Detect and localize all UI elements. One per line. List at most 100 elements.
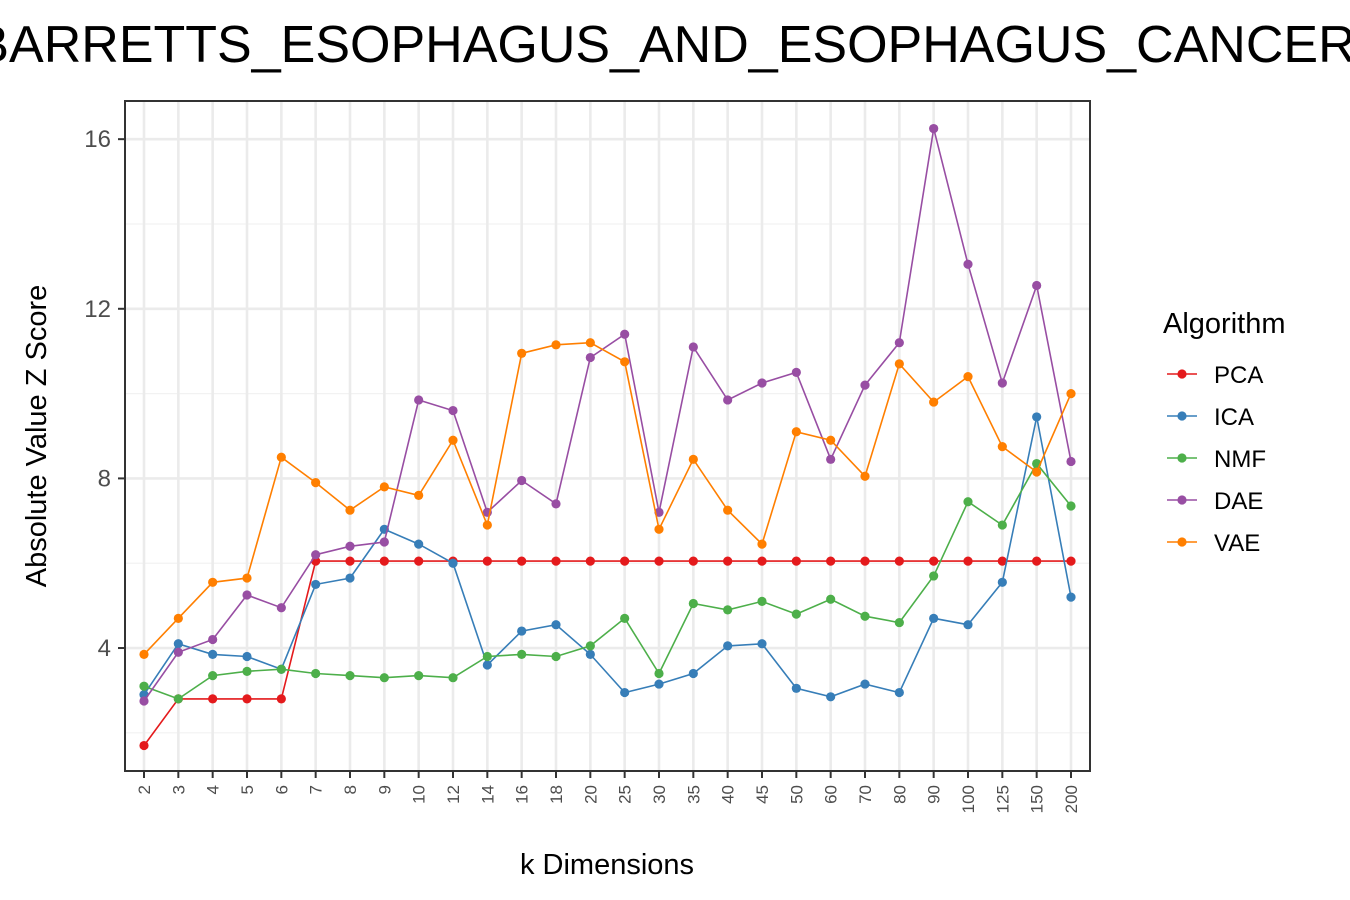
data-point-vae — [379, 482, 389, 492]
legend-label-dae: DAE — [1214, 488, 1263, 515]
series-line-dae — [143, 128, 1072, 702]
x-tick-label: 50 — [787, 785, 806, 804]
legend-key-point-dae — [1177, 495, 1187, 505]
data-point-pca — [826, 556, 836, 566]
data-point-pca — [242, 694, 252, 704]
data-point-dae — [963, 259, 973, 269]
data-point-vae — [654, 524, 664, 534]
data-point-dae — [311, 550, 321, 560]
data-point-nmf — [242, 666, 252, 676]
data-point-vae — [551, 340, 561, 350]
x-tick-label: 80 — [890, 785, 909, 804]
data-point-vae — [791, 427, 801, 437]
data-point-nmf — [276, 664, 286, 674]
x-tick-label: 100 — [959, 785, 978, 813]
data-point-ica — [1032, 412, 1042, 422]
data-point-vae — [894, 359, 904, 369]
data-point-vae — [448, 435, 458, 445]
x-tick-label: 45 — [753, 785, 772, 804]
data-point-dae — [379, 537, 389, 547]
data-point-dae — [276, 603, 286, 613]
data-point-vae — [414, 490, 424, 500]
x-tick-label: 2 — [135, 785, 154, 794]
data-point-vae — [517, 348, 527, 358]
legend: Algorithm PCA ICA NMF DAE VAE — [1163, 308, 1286, 557]
data-point-vae — [757, 539, 767, 549]
data-point-ica — [688, 668, 698, 679]
y-tick-label: 12 — [84, 296, 111, 323]
y-axis-title: Absolute Value Z Score — [21, 285, 53, 588]
data-point-ica — [311, 579, 321, 590]
data-point-nmf — [826, 594, 836, 604]
legend-key-point-ica — [1177, 411, 1187, 421]
data-point-nmf — [208, 670, 218, 681]
data-point-nmf — [311, 668, 321, 679]
data-point-pca — [963, 556, 973, 566]
data-point-ica — [654, 679, 664, 689]
x-tick-label: 20 — [581, 785, 600, 804]
data-point-pca — [1032, 556, 1042, 566]
data-point-nmf — [173, 694, 183, 704]
data-point-dae — [929, 123, 939, 134]
data-point-vae — [276, 452, 286, 462]
data-point-vae — [1032, 467, 1042, 477]
data-point-nmf — [551, 651, 561, 662]
data-point-dae — [517, 475, 527, 486]
data-point-ica — [551, 620, 561, 630]
data-point-nmf — [723, 605, 733, 615]
data-point-nmf — [1066, 501, 1076, 511]
x-tick-label: 60 — [822, 785, 841, 804]
legend-key-point-nmf — [1177, 453, 1187, 463]
data-point-pca — [208, 694, 218, 704]
data-point-ica — [414, 539, 424, 549]
legend-label-ica: ICA — [1214, 404, 1254, 431]
x-tick-label: 40 — [719, 785, 738, 804]
chart-title: BARRETTS_ESOPHAGUS_AND_ESOPHAGUS_CANCER — [0, 16, 1350, 74]
data-point-nmf — [448, 673, 458, 683]
data-point-ica — [929, 613, 939, 623]
x-tick-label: 4 — [204, 785, 223, 794]
data-point-dae — [551, 499, 561, 509]
data-point-nmf — [517, 649, 527, 659]
data-point-ica — [242, 651, 252, 662]
x-tick-label: 70 — [856, 785, 875, 804]
data-point-dae — [826, 454, 836, 464]
data-point-vae — [929, 397, 939, 407]
legend-key-point-pca — [1177, 369, 1187, 379]
data-point-vae — [208, 577, 218, 587]
x-axis-title: k Dimensions — [520, 849, 694, 881]
data-point-dae — [139, 696, 149, 706]
data-point-pca — [894, 556, 904, 566]
data-point-ica — [173, 639, 183, 649]
data-point-pca — [139, 740, 149, 751]
x-tick-label: 25 — [616, 785, 635, 804]
data-point-vae — [688, 454, 698, 464]
series-layer — [139, 123, 1076, 751]
data-point-ica — [448, 558, 458, 568]
series-line-vae — [143, 341, 1072, 655]
data-point-pca — [654, 556, 664, 566]
data-point-dae — [173, 647, 183, 657]
x-tick-label: 125 — [993, 785, 1012, 813]
x-tick-label: 14 — [478, 785, 497, 804]
data-point-nmf — [757, 596, 767, 606]
data-point-vae — [345, 505, 355, 515]
data-point-ica — [997, 577, 1007, 587]
data-point-dae — [997, 378, 1007, 388]
data-point-nmf — [963, 497, 973, 507]
data-point-vae — [173, 613, 183, 623]
data-point-dae — [757, 378, 767, 388]
data-point-ica — [757, 639, 767, 649]
legend-label-pca: PCA — [1214, 362, 1263, 389]
data-point-dae — [1032, 280, 1042, 291]
data-point-ica — [963, 620, 973, 630]
data-point-pca — [688, 556, 698, 566]
data-point-nmf — [654, 668, 664, 679]
data-point-vae — [826, 435, 836, 445]
data-point-pca — [791, 556, 801, 566]
data-point-dae — [208, 634, 218, 645]
data-point-pca — [860, 556, 870, 566]
x-tick-label: 3 — [169, 785, 188, 794]
